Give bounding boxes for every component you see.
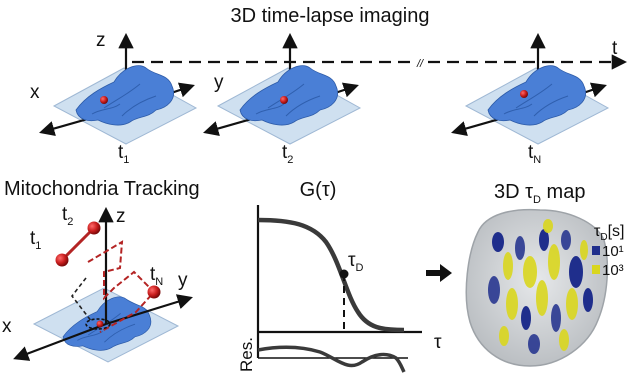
z-axis-label: z (96, 30, 106, 51)
correlation-plot: τD τ Res. (237, 205, 442, 373)
correlation-curve (257, 217, 405, 333)
track-point-t2 (87, 221, 101, 235)
mitochondrion-marker (96, 320, 104, 328)
projection-line (70, 277, 93, 323)
mitochondrion-marker (520, 90, 528, 98)
tau-d-point (339, 269, 349, 279)
timepoint-panel-2: y (203, 32, 362, 145)
figure-title: 3D time-lapse imaging (231, 5, 430, 27)
projection-marker (85, 318, 111, 330)
tau-d-label: τD (348, 250, 364, 274)
track-label-t1: t1 (30, 228, 41, 252)
axis-break-mark: // (416, 58, 424, 70)
tau-d-map (465, 208, 609, 367)
tracking-title: Mitochondria Tracking (4, 178, 200, 200)
y-axis-label: y (178, 270, 188, 291)
correlation-title: G(τ) (300, 179, 337, 201)
legend-swatch-yellow (592, 265, 600, 274)
residual-label: Res. (237, 337, 256, 372)
residual-curve (257, 345, 406, 373)
tau-axis-label: τ (434, 332, 442, 353)
t-axis-label: t (612, 38, 618, 59)
x-axis-label: x (30, 82, 40, 103)
track-point-tn (147, 285, 161, 299)
timepoint-panel-n (451, 32, 610, 145)
timepoint-panel-1: z x (30, 30, 198, 145)
legend-swatch-blue (592, 246, 600, 255)
timepoint-label-n: tN (528, 142, 541, 166)
map-title: 3D τD map (494, 181, 585, 206)
y-axis-label: y (214, 72, 224, 93)
trajectory-path (87, 240, 156, 333)
legend-title: τD[s] (594, 223, 624, 243)
tracking-panel: z x y t1 t2 tN (2, 204, 193, 363)
result-arrow (426, 264, 452, 282)
track-label-tn: tN (150, 264, 163, 288)
timepoint-label-1: t1 (118, 142, 129, 166)
legend-label-yellow: 10³ (602, 262, 624, 279)
x-axis-label: x (2, 316, 12, 337)
z-axis-label: z (116, 206, 126, 227)
track-point-t1 (55, 253, 69, 267)
mitochondrion-marker (100, 96, 108, 104)
legend-label-blue: 10¹ (602, 243, 624, 260)
mitochondrion-marker (280, 96, 288, 104)
timepoint-label-2: t2 (282, 142, 293, 166)
time-axis: // t (132, 38, 628, 70)
tau-d-domains (488, 219, 593, 354)
map-legend: τD[s] 10¹ 10³ (592, 223, 624, 279)
track-label-t2: t2 (62, 204, 73, 228)
